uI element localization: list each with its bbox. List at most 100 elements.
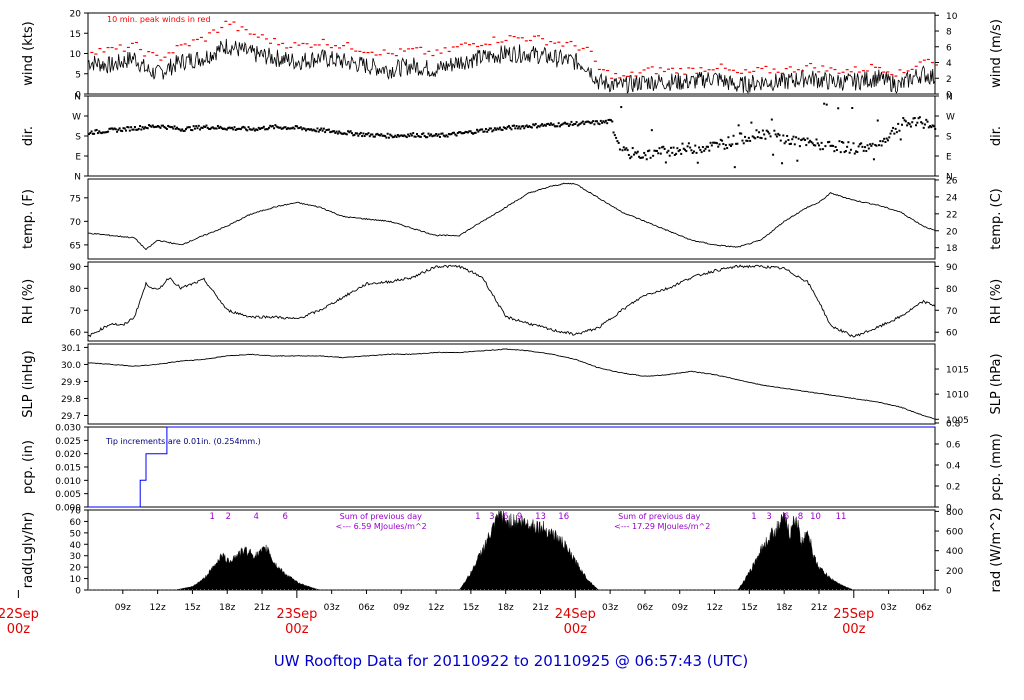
wind-peak-mark — [837, 72, 841, 74]
time-tick-label: 12z — [150, 603, 166, 613]
wind-rtick-label: 0 — [946, 91, 952, 101]
dir-point — [153, 126, 156, 129]
wind-peak-mark — [658, 67, 662, 69]
dir-point — [170, 126, 173, 129]
rh-rtick-label: 60 — [946, 329, 958, 339]
wind-peak-mark — [390, 53, 394, 55]
dir-point — [146, 127, 149, 130]
dir-point — [395, 136, 398, 139]
wind-peak-mark — [829, 67, 833, 69]
dir-point — [801, 138, 804, 141]
slp-ylabel: SLP (inHg) — [21, 350, 36, 418]
dir-point — [826, 141, 829, 144]
dir-point — [548, 123, 551, 126]
wind-peak-mark — [857, 71, 861, 73]
dir-point — [781, 162, 784, 165]
dir-point — [774, 133, 777, 136]
dir-point — [442, 134, 445, 137]
dir-point — [839, 151, 842, 154]
dir-point — [903, 119, 906, 122]
dir-point — [567, 124, 570, 127]
dir-point — [713, 141, 716, 144]
dir-point — [262, 125, 265, 128]
dir-point — [450, 133, 453, 136]
dir-point — [188, 126, 191, 129]
dir-point — [901, 123, 904, 126]
time-tick-label: 15z — [184, 603, 200, 613]
dir-point — [89, 132, 92, 135]
dir-point — [878, 144, 881, 147]
dir-point — [391, 136, 394, 139]
dir-point — [377, 133, 380, 136]
dir-point — [491, 130, 494, 133]
wind-ytick-label: 5 — [75, 70, 81, 80]
dir-point — [183, 129, 186, 132]
wind-peak-mark — [167, 52, 171, 54]
dir-point — [414, 135, 417, 138]
dir-point — [871, 142, 874, 145]
dir-point — [205, 124, 208, 127]
dir-point — [218, 127, 221, 130]
dir-point — [543, 123, 546, 126]
dir-point — [527, 126, 530, 129]
wind-peak-mark — [662, 70, 666, 73]
wind-peak-mark — [561, 45, 565, 47]
dir-point — [612, 131, 615, 134]
dir-point — [657, 152, 660, 155]
rh-ylabel: RH (%) — [21, 279, 36, 324]
dir-point — [685, 150, 688, 153]
dir-point — [482, 130, 485, 133]
dir-point — [428, 134, 431, 137]
dir-point — [860, 142, 863, 145]
wind-peak-mark — [744, 69, 748, 71]
dir-point — [572, 123, 575, 126]
dir-point — [815, 138, 818, 141]
dir-point — [602, 120, 605, 123]
rad-day-area-3 — [737, 511, 854, 591]
dir-point — [102, 131, 105, 134]
time-tick-label: 03z — [324, 603, 340, 613]
pcp-rtick-label: 0 — [946, 504, 952, 514]
wind-peak-mark — [886, 71, 890, 73]
time-tick-label: 21z — [254, 603, 270, 613]
dir-point — [256, 129, 259, 132]
dir-point — [506, 126, 509, 129]
dir-point — [381, 134, 384, 137]
temp-rtick-label: 24 — [946, 193, 958, 203]
dir-point — [390, 134, 393, 137]
wind-peak-mark — [309, 46, 313, 48]
dir-point — [694, 144, 697, 147]
wind-peak-mark — [289, 46, 293, 48]
dir-point — [832, 144, 835, 147]
time-tick-label: 09z — [393, 603, 409, 613]
dir-point — [389, 133, 392, 136]
wind-peak-mark — [524, 40, 528, 42]
dir-point — [255, 128, 258, 131]
dir-point — [551, 123, 554, 126]
wind-peak-mark — [199, 36, 203, 39]
dir-point — [659, 152, 662, 155]
dir-point — [267, 126, 270, 129]
dir-point — [444, 135, 447, 138]
dir-point — [529, 126, 532, 129]
dir-point — [552, 123, 555, 126]
dir-point — [930, 126, 933, 129]
dir-point — [483, 130, 486, 133]
wind-peak-mark — [723, 67, 727, 69]
dir-point — [597, 122, 600, 125]
time-tick-label: 12z — [428, 603, 444, 613]
dir-point — [162, 124, 165, 127]
wind-peak-mark — [244, 29, 248, 31]
dir-point — [113, 127, 116, 130]
dir-point — [687, 142, 690, 145]
wind-peak-mark — [898, 69, 902, 71]
dir-point — [542, 124, 545, 127]
dir-point — [912, 117, 915, 120]
dir-point — [311, 129, 314, 132]
dir-point — [658, 147, 661, 150]
rad-day-area-2 — [458, 510, 599, 591]
dir-point — [502, 126, 505, 129]
dir-point — [627, 153, 630, 156]
dir-point — [539, 124, 542, 127]
dir-point — [908, 123, 911, 126]
